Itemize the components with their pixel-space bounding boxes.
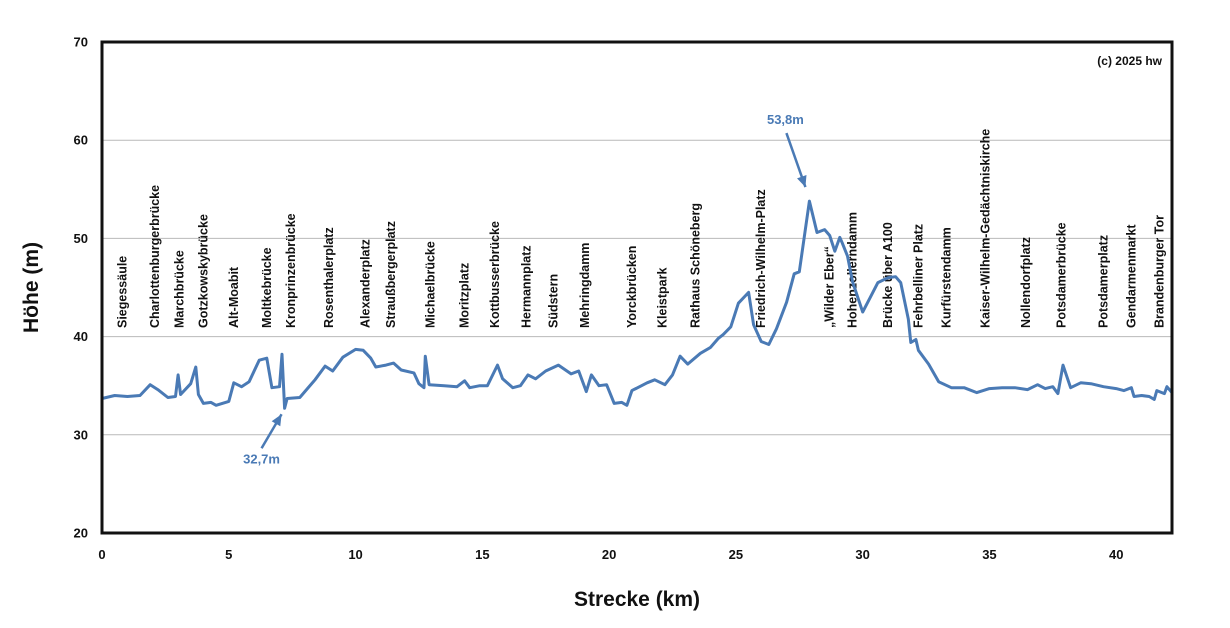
place-label: Moltkebrücke [260,247,274,328]
place-label: Mehringdamm [578,243,592,328]
x-axis-title: Strecke (km) [574,588,700,611]
place-label: Straußbergerplatz [384,221,398,328]
place-label: Kleistpark [655,268,669,328]
x-tick-label: 40 [1109,547,1123,562]
x-tick-label: 25 [729,547,743,562]
grid-lines [102,139,1172,436]
annotation-label: 53,8m [767,112,804,127]
place-labels: Siegessäule Charlottenburgerbrücke Marchbr… [115,129,1166,328]
x-tick-label: 20 [602,547,616,562]
annotations: 53,8m 32,7m [243,112,807,466]
y-tick-label: 30 [74,427,88,442]
place-label: Moritzplatz [458,263,472,328]
place-label: Potsdamerplatz [1097,235,1111,328]
place-label: Fehrbelliner Platz [911,224,925,328]
y-tick-label: 50 [74,231,88,246]
place-label: Marchbrücke [172,250,186,328]
annotation-arrowhead [271,414,282,427]
place-label: Kronprinzenbrücke [284,213,298,328]
place-label: Nollendorfplatz [1019,237,1033,328]
copyright-note: (c) 2025 hw [1097,54,1162,68]
annotation-label: 32,7m [243,451,280,466]
annotation-arrowhead [797,175,807,188]
place-label: Potsdamerbrücke [1055,222,1069,328]
place-label: Kottbusserbrücke [488,221,502,328]
place-label: Siegessäule [115,256,129,328]
place-label: Friedrich-Wilhelm-Platz [754,189,768,328]
place-label: Yorckbrücken [625,246,639,328]
y-tick-label: 60 [74,133,88,148]
x-tick-label: 35 [982,547,996,562]
place-label: Rathaus Schöneberg [688,203,702,328]
place-label: Hohenzollerndamm [846,212,860,328]
y-tick-label: 70 [74,35,88,50]
elevation-line [100,199,1174,410]
y-axis-title: Höhe (m) [20,242,43,333]
y-tick-label: 40 [74,329,88,344]
place-label: Brücke über A100 [881,222,895,328]
x-tick-label: 0 [98,547,105,562]
place-label: „Wilder Eber“ [823,246,837,328]
place-label: Hermannplatz [520,245,534,328]
x-tick-label: 10 [348,547,362,562]
place-label: Alt-Moabit [227,266,241,328]
place-label: Brandenburger Tor [1152,215,1166,328]
x-tick-label: 30 [855,547,869,562]
place-label: Rosenthalerplatz [322,227,336,328]
x-tick-labels: 0 5 10 15 20 25 30 35 40 [98,547,1123,562]
x-tick-label: 15 [475,547,489,562]
place-label: Gendarmenmarkt [1124,224,1138,328]
place-label: Kurfürstendamm [939,227,953,328]
place-label: Gotzkowskybrücke [196,214,210,328]
y-tick-labels: 20 30 40 50 60 70 [74,35,88,541]
y-tick-label: 20 [74,526,88,541]
plot-frame [100,40,1174,535]
x-tick-label: 5 [225,547,232,562]
place-label: Südstern [546,274,560,328]
place-label: Charlottenburgerbrücke [148,185,162,328]
place-label: Michaelbrücke [423,241,437,328]
place-label: Alexanderplatz [359,239,373,328]
place-label: Kaiser-Wilhelm-Gedächtniskirche [979,129,993,328]
